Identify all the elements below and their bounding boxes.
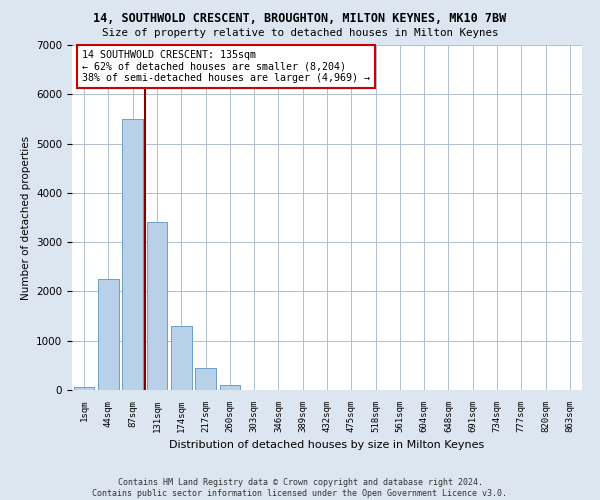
Text: Contains HM Land Registry data © Crown copyright and database right 2024.
Contai: Contains HM Land Registry data © Crown c… xyxy=(92,478,508,498)
Bar xyxy=(171,326,191,390)
Text: Size of property relative to detached houses in Milton Keynes: Size of property relative to detached ho… xyxy=(102,28,498,38)
Y-axis label: Number of detached properties: Number of detached properties xyxy=(20,136,31,300)
Text: 14 SOUTHWOLD CRESCENT: 135sqm
← 62% of detached houses are smaller (8,204)
38% o: 14 SOUTHWOLD CRESCENT: 135sqm ← 62% of d… xyxy=(82,50,370,84)
Bar xyxy=(74,388,94,390)
Bar xyxy=(195,368,216,390)
Bar xyxy=(122,119,143,390)
Text: 14, SOUTHWOLD CRESCENT, BROUGHTON, MILTON KEYNES, MK10 7BW: 14, SOUTHWOLD CRESCENT, BROUGHTON, MILTO… xyxy=(94,12,506,26)
Bar xyxy=(146,222,167,390)
X-axis label: Distribution of detached houses by size in Milton Keynes: Distribution of detached houses by size … xyxy=(169,440,485,450)
Bar xyxy=(98,279,119,390)
Bar xyxy=(220,385,240,390)
